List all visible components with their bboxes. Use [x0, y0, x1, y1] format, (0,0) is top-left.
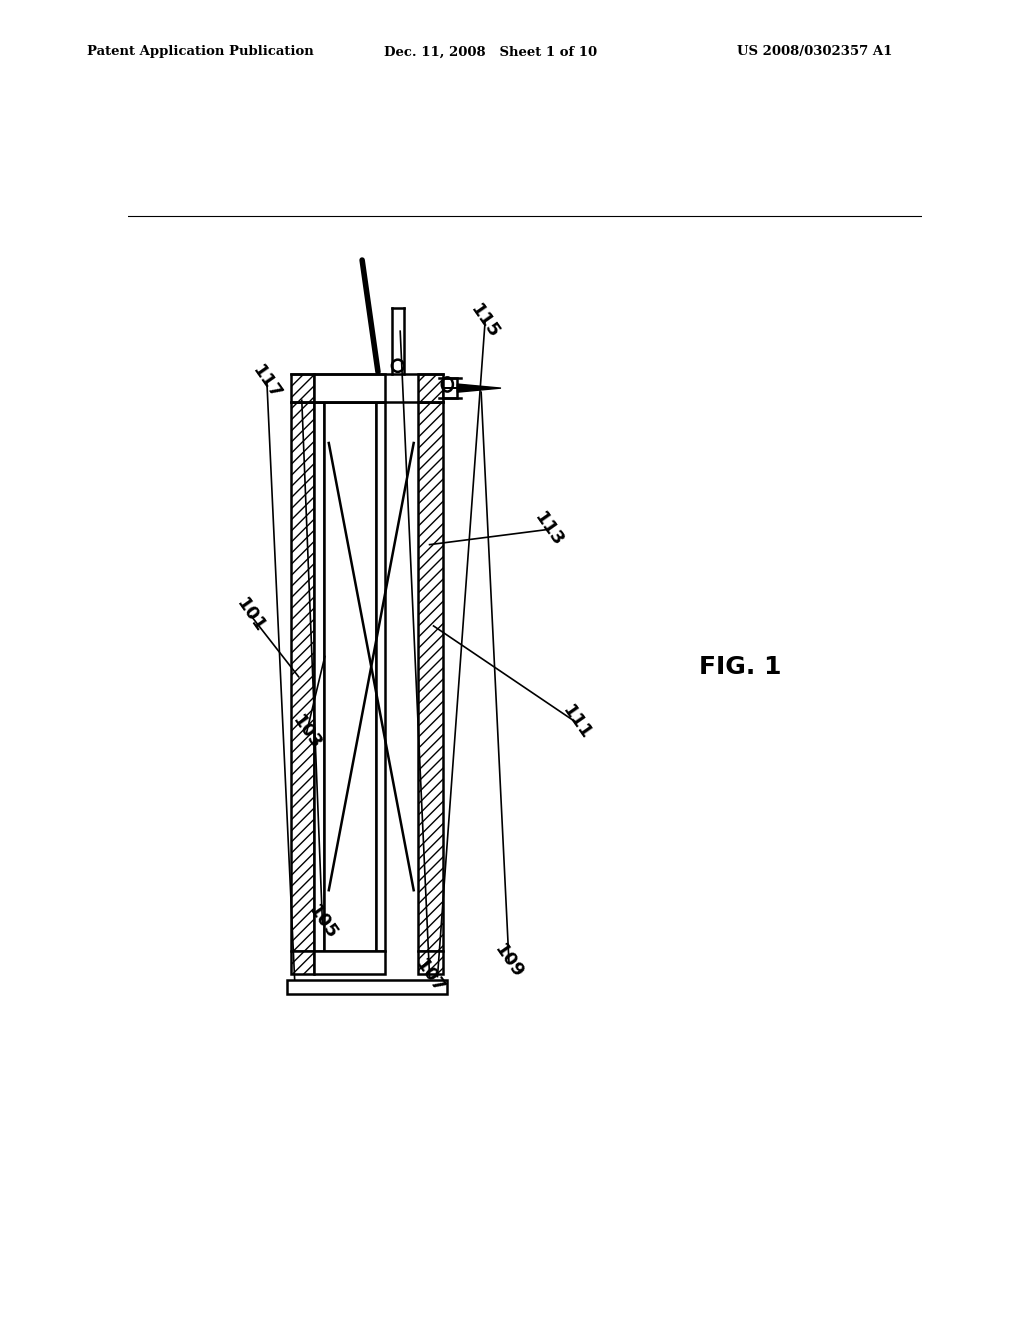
Polygon shape	[287, 979, 447, 994]
Polygon shape	[314, 403, 324, 952]
Polygon shape	[324, 403, 376, 952]
Polygon shape	[376, 403, 385, 952]
Polygon shape	[418, 374, 443, 403]
Polygon shape	[314, 374, 385, 403]
Polygon shape	[458, 384, 501, 392]
Text: FIG. 1: FIG. 1	[699, 655, 782, 678]
Text: 109: 109	[490, 941, 527, 982]
Polygon shape	[418, 403, 443, 952]
Polygon shape	[291, 374, 314, 403]
Text: US 2008/0302357 A1: US 2008/0302357 A1	[737, 45, 893, 58]
Polygon shape	[291, 403, 314, 952]
Text: Dec. 11, 2008   Sheet 1 of 10: Dec. 11, 2008 Sheet 1 of 10	[384, 45, 597, 58]
Text: 103: 103	[289, 713, 325, 754]
Polygon shape	[291, 952, 314, 974]
Text: 111: 111	[558, 702, 595, 743]
Text: Patent Application Publication: Patent Application Publication	[87, 45, 313, 58]
Text: 117: 117	[249, 362, 285, 403]
Text: 115: 115	[467, 301, 503, 342]
Polygon shape	[418, 952, 443, 974]
Text: 107: 107	[412, 956, 447, 997]
Polygon shape	[314, 952, 385, 974]
Text: 113: 113	[530, 510, 566, 550]
Text: 105: 105	[304, 902, 341, 944]
Polygon shape	[443, 378, 458, 399]
Text: 101: 101	[232, 595, 269, 636]
